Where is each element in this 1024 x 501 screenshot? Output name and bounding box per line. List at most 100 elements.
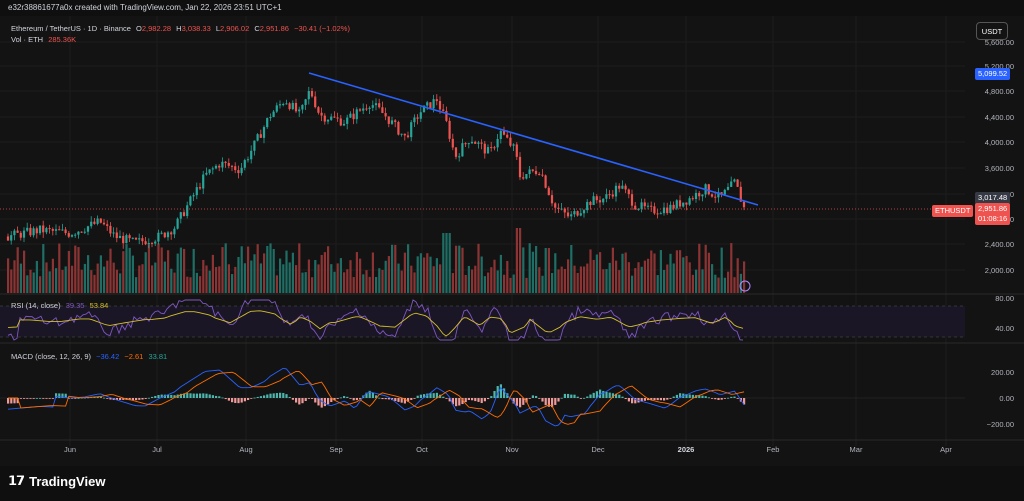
candle-body xyxy=(522,177,525,179)
volume-bar xyxy=(16,247,19,293)
macd-histogram-bar xyxy=(442,396,445,398)
volume-bar xyxy=(605,269,608,293)
macd-histogram-bar xyxy=(573,394,576,398)
candle-body xyxy=(656,213,659,215)
volume-bar xyxy=(477,243,480,293)
volume-bar xyxy=(435,258,438,293)
candle-body xyxy=(390,120,394,124)
volume-bar xyxy=(144,252,147,293)
macd-histogram-bar xyxy=(295,398,298,403)
volume-bar xyxy=(64,266,67,293)
high-value: 3,038.33 xyxy=(181,24,211,33)
macd-histogram-bar xyxy=(455,398,458,407)
macd-histogram-bar xyxy=(522,398,525,405)
chart-plot-area[interactable] xyxy=(0,16,1024,466)
close-label: C xyxy=(254,24,260,33)
macd-histogram-bar xyxy=(71,398,74,399)
volume-bar xyxy=(493,259,496,293)
candle-body xyxy=(643,202,646,207)
volume-bar xyxy=(541,275,544,293)
candle-body xyxy=(701,194,704,197)
volume-bar xyxy=(643,260,646,293)
candle-body xyxy=(42,225,45,233)
volume-bar xyxy=(231,274,234,293)
macd-histogram-bar xyxy=(429,393,432,398)
macd-histogram-bar xyxy=(576,396,579,398)
macd-histogram-bar xyxy=(650,398,653,400)
candle-body xyxy=(22,230,26,238)
volume-bar xyxy=(247,246,250,293)
macd-histogram-bar xyxy=(653,398,656,401)
tradingview-logo-icon: 𝟭𝟳 xyxy=(8,473,25,488)
candle-body xyxy=(291,102,294,110)
volume-bar xyxy=(525,277,528,293)
macd-histogram-bar xyxy=(61,393,64,398)
candle-body xyxy=(125,235,128,244)
macd-histogram-bar xyxy=(311,398,314,399)
candle-body xyxy=(483,143,486,154)
symbol-badge: ETHUSDT xyxy=(932,205,974,217)
macd-histogram-bar xyxy=(387,398,390,400)
macd-histogram-bar xyxy=(528,398,531,399)
volume-bar xyxy=(595,254,598,293)
candle-body xyxy=(557,207,560,210)
volume-bar xyxy=(215,267,218,293)
macd-histogram-bar xyxy=(208,394,211,398)
candle-body xyxy=(214,165,218,169)
macd-histogram-bar xyxy=(266,394,269,398)
candle-body xyxy=(160,232,163,234)
volume-bar xyxy=(195,272,198,293)
volume-bar xyxy=(659,250,662,293)
macd-histogram-bar xyxy=(93,396,96,398)
volume-bar xyxy=(621,253,624,293)
volume-bar xyxy=(205,265,208,293)
volume-legend: Vol · ETH 285.36K xyxy=(11,35,79,44)
volume-bar xyxy=(733,277,736,293)
macd-histogram-bar xyxy=(330,398,333,402)
macd-histogram-bar xyxy=(227,398,230,401)
macd-histogram-bar xyxy=(400,398,403,403)
candle-body xyxy=(106,224,109,226)
macd-histogram-bar xyxy=(314,398,317,403)
volume-bar xyxy=(544,248,547,293)
volume-bar xyxy=(464,274,467,293)
macd-histogram-bar xyxy=(743,398,746,405)
tradingview-logo[interactable]: 𝟭𝟳 TradingView xyxy=(8,473,105,489)
candle-body xyxy=(234,166,237,171)
volume-bar xyxy=(515,228,518,293)
volume-bar xyxy=(637,262,640,293)
volume-bar xyxy=(634,268,637,293)
volume-bar xyxy=(736,258,739,293)
candle-body xyxy=(147,243,150,245)
volume-bar xyxy=(167,250,170,293)
volume-bar xyxy=(461,247,464,293)
candle-body xyxy=(496,139,499,148)
volume-bar xyxy=(253,254,256,293)
time-axis-label: Dec xyxy=(591,445,605,454)
candle-body xyxy=(202,174,205,189)
candle-body xyxy=(499,130,502,140)
volume-bar xyxy=(83,263,86,293)
candle-body xyxy=(502,130,506,135)
macd-histogram-bar xyxy=(327,398,330,405)
candle-body xyxy=(490,147,493,149)
candle-body xyxy=(64,229,67,234)
chart-canvas[interactable] xyxy=(0,16,1024,466)
macd-histogram-bar xyxy=(608,392,611,398)
macd-histogram-bar xyxy=(243,398,246,402)
candle-body xyxy=(435,99,438,102)
candle-body xyxy=(579,213,582,216)
currency-button[interactable]: USDT xyxy=(976,22,1008,40)
volume-bar xyxy=(151,265,154,293)
volume-bar xyxy=(227,264,230,293)
candle-body xyxy=(733,179,736,182)
volume-bar xyxy=(170,268,173,293)
volume-bar xyxy=(61,269,64,293)
macd-histogram-bar xyxy=(106,398,109,399)
last-price-badge: 2,951.86 01:08:16 xyxy=(975,203,1011,225)
candle-body xyxy=(352,113,355,120)
macd-histogram-bar xyxy=(659,398,662,401)
candle-body xyxy=(275,105,278,112)
candle-body xyxy=(358,109,362,111)
rsi-ma-line xyxy=(7,310,744,337)
